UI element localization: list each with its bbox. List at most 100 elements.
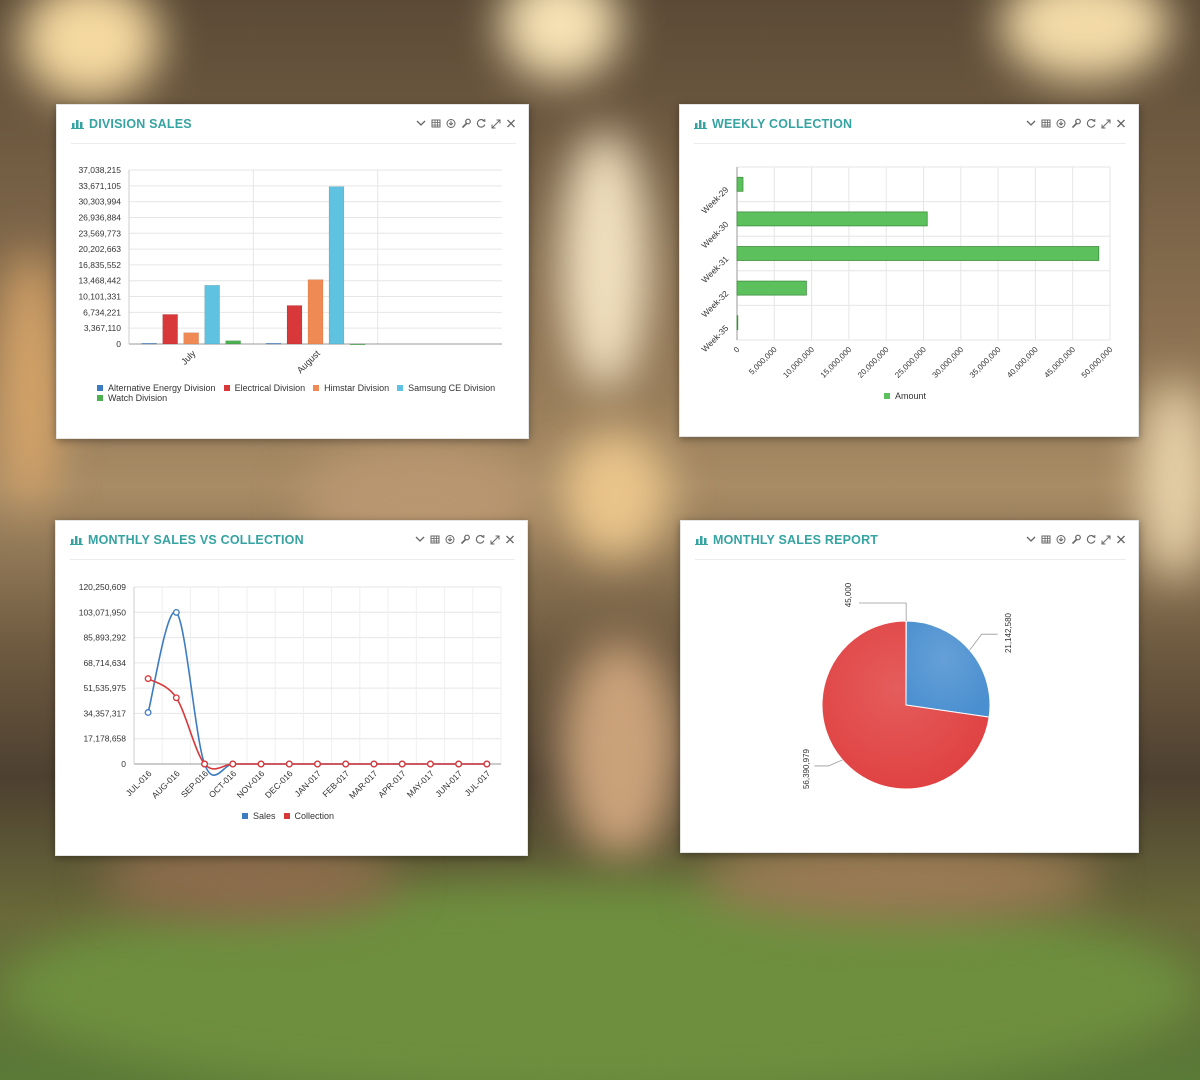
bar[interactable] bbox=[183, 332, 199, 345]
table-icon[interactable] bbox=[1041, 533, 1051, 545]
legend-swatch bbox=[883, 393, 890, 399]
refresh-icon[interactable] bbox=[1086, 117, 1096, 129]
y-tick-label: 3,367,110 bbox=[84, 323, 121, 333]
legend-item[interactable]: Watch Division bbox=[97, 393, 167, 403]
data-point[interactable] bbox=[144, 709, 152, 716]
bar[interactable] bbox=[736, 176, 744, 192]
panel-toolbar bbox=[415, 533, 515, 545]
close-icon[interactable] bbox=[1116, 533, 1126, 545]
expand-icon[interactable] bbox=[1101, 533, 1111, 545]
bar[interactable] bbox=[204, 285, 220, 345]
legend-item[interactable]: Sales bbox=[242, 811, 276, 821]
legend-swatch bbox=[283, 813, 290, 819]
data-point[interactable] bbox=[398, 760, 406, 768]
bar[interactable] bbox=[736, 246, 1100, 261]
chevron-down-icon[interactable] bbox=[1026, 533, 1036, 545]
bar[interactable] bbox=[225, 340, 241, 345]
bar[interactable] bbox=[286, 305, 303, 345]
close-icon[interactable] bbox=[506, 117, 516, 129]
chevron-down-icon[interactable] bbox=[416, 117, 426, 129]
x-tick-label: 5,000,000 bbox=[747, 345, 779, 377]
bar[interactable] bbox=[265, 343, 282, 345]
y-tick-label: 10,101,331 bbox=[78, 292, 121, 302]
wrench-icon[interactable] bbox=[1071, 533, 1081, 545]
bar[interactable] bbox=[141, 343, 157, 345]
x-tick-label: DEC-016 bbox=[263, 768, 295, 800]
data-point[interactable] bbox=[201, 760, 209, 768]
bar[interactable] bbox=[349, 343, 366, 346]
download-icon[interactable] bbox=[1056, 117, 1066, 129]
data-point[interactable] bbox=[370, 760, 378, 768]
refresh-icon[interactable] bbox=[476, 117, 486, 129]
data-point[interactable] bbox=[172, 608, 180, 616]
x-tick-label: SEP-016 bbox=[179, 768, 210, 799]
download-icon[interactable] bbox=[1056, 533, 1066, 545]
y-tick-label: 17,178,658 bbox=[83, 734, 126, 744]
x-tick-label: JUL-017 bbox=[463, 768, 493, 798]
monthly-sales-vs-collection-chart: 0 17,178,658 34,357,317 51,535,975 68,714,63… bbox=[79, 582, 502, 801]
chart-legend: Alternative Energy Division Electrical Di… bbox=[97, 383, 517, 403]
pie-slice[interactable] bbox=[821, 620, 990, 790]
data-point[interactable] bbox=[257, 760, 265, 768]
legend-label: Amount bbox=[894, 391, 927, 401]
pie-slice[interactable] bbox=[905, 620, 991, 718]
legend-item[interactable]: Collection bbox=[283, 811, 334, 821]
table-icon[interactable] bbox=[430, 533, 440, 545]
legend-label: Samsung CE Division bbox=[408, 383, 496, 393]
close-icon[interactable] bbox=[1116, 117, 1126, 129]
refresh-icon[interactable] bbox=[475, 533, 485, 545]
x-tick-label: 45,000,000 bbox=[1042, 345, 1077, 380]
panel-toolbar bbox=[1026, 117, 1126, 129]
x-tick-label: 15,000,000 bbox=[819, 345, 854, 380]
refresh-icon[interactable] bbox=[1086, 533, 1096, 545]
y-tick-label: 103,071,950 bbox=[79, 607, 127, 617]
legend-item[interactable]: Samsung CE Division bbox=[397, 383, 495, 393]
wrench-icon[interactable] bbox=[1071, 117, 1081, 129]
legend-label: Himstar Division bbox=[324, 383, 390, 393]
legend-item[interactable]: Himstar Division bbox=[313, 383, 389, 393]
download-icon[interactable] bbox=[445, 533, 455, 545]
download-icon[interactable] bbox=[446, 117, 456, 129]
chevron-down-icon[interactable] bbox=[1026, 117, 1036, 129]
data-point[interactable] bbox=[426, 760, 434, 768]
data-point[interactable] bbox=[285, 760, 293, 768]
y-tick-label: 16,835,552 bbox=[78, 260, 121, 270]
panel-title: WEEKLY COLLECTION bbox=[712, 117, 853, 131]
bar[interactable] bbox=[736, 211, 928, 227]
expand-icon[interactable] bbox=[490, 533, 500, 545]
chevron-down-icon[interactable] bbox=[415, 533, 425, 545]
x-tick-label: July bbox=[179, 348, 198, 367]
bar-chart-icon bbox=[694, 120, 707, 129]
y-tick-label: 6,734,221 bbox=[83, 307, 121, 317]
x-tick-label: August bbox=[295, 348, 322, 375]
data-point[interactable] bbox=[342, 760, 350, 768]
table-icon[interactable] bbox=[1041, 117, 1051, 129]
close-icon[interactable] bbox=[505, 533, 515, 545]
data-point[interactable] bbox=[144, 675, 152, 683]
wrench-icon[interactable] bbox=[460, 533, 470, 545]
data-label: 21,142,580 bbox=[1004, 612, 1013, 653]
label-connector bbox=[969, 633, 998, 651]
data-point[interactable] bbox=[455, 760, 463, 768]
monthly-sales-report-panel: MONTHLY SALES REPORT 45,000 21,142,580 56,… bbox=[680, 520, 1139, 853]
data-point[interactable] bbox=[229, 760, 237, 768]
bar[interactable] bbox=[736, 315, 739, 331]
bar[interactable] bbox=[307, 279, 324, 345]
legend-item[interactable]: Amount bbox=[883, 391, 927, 401]
bar[interactable] bbox=[328, 186, 345, 345]
panel-title: MONTHLY SALES VS COLLECTION bbox=[88, 533, 304, 547]
bar[interactable] bbox=[162, 314, 178, 345]
bar[interactable] bbox=[736, 280, 807, 296]
data-point[interactable] bbox=[314, 760, 321, 768]
data-point[interactable] bbox=[483, 760, 491, 768]
legend-item[interactable]: Alternative Energy Division bbox=[97, 383, 216, 393]
panel-header: MONTHLY SALES VS COLLECTION bbox=[70, 531, 515, 560]
series-line bbox=[147, 611, 487, 776]
wrench-icon[interactable] bbox=[461, 117, 471, 129]
expand-icon[interactable] bbox=[1101, 117, 1111, 129]
table-icon[interactable] bbox=[431, 117, 441, 129]
y-tick-label: 20,202,663 bbox=[78, 244, 121, 254]
data-point[interactable] bbox=[172, 694, 180, 702]
expand-icon[interactable] bbox=[491, 117, 501, 129]
legend-item[interactable]: Electrical Division bbox=[223, 383, 305, 393]
